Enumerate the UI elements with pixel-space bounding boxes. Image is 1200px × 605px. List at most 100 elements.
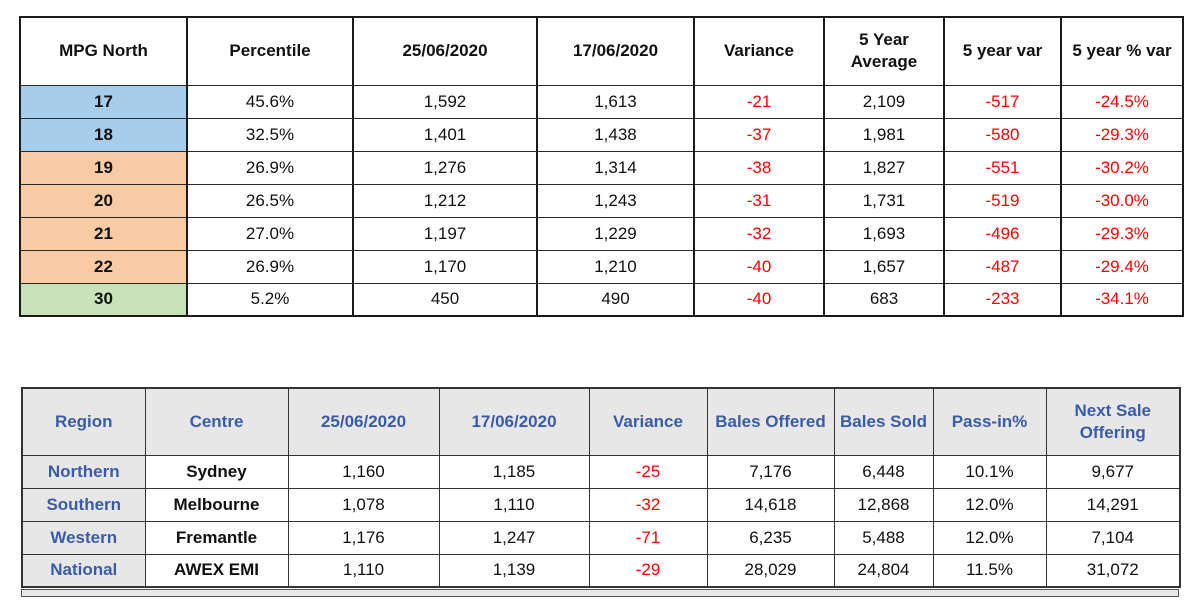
variance-cell: -496 <box>943 216 1062 251</box>
value-cell: 12.0% <box>932 520 1047 555</box>
column-header-5yr-pct-var: 5 year % var <box>1060 16 1184 86</box>
variance-cell: -29.4% <box>1060 249 1184 284</box>
variance-cell: -233 <box>943 282 1062 317</box>
table-row: Western Fremantle 1,176 1,247 -71 6,235 … <box>21 520 1181 555</box>
table-row: 18 32.5% 1,401 1,438 -37 1,981 -580 -29.… <box>19 117 1184 152</box>
value-cell: 10.1% <box>932 454 1047 489</box>
column-header-5yr-average: 5 Year Average <box>823 16 945 86</box>
header-row: Region Centre 25/06/2020 17/06/2020 Vari… <box>21 387 1181 456</box>
variance-cell: -29.3% <box>1060 117 1184 152</box>
variance-cell: -519 <box>943 183 1062 218</box>
column-header-pass-in: Pass-in% <box>932 387 1047 456</box>
variance-cell: -25 <box>588 454 708 489</box>
value-cell: 1,247 <box>438 520 590 555</box>
value-cell: 26.9% <box>186 249 354 284</box>
table-row: 22 26.9% 1,170 1,210 -40 1,657 -487 -29.… <box>19 249 1184 284</box>
partial-row-strip <box>21 589 1179 597</box>
value-cell: 1,110 <box>438 487 590 522</box>
table-row: 19 26.9% 1,276 1,314 -38 1,827 -551 -30.… <box>19 150 1184 185</box>
column-header-5yr-var: 5 year var <box>943 16 1062 86</box>
variance-cell: -31 <box>693 183 825 218</box>
table-row: National AWEX EMI 1,110 1,139 -29 28,029… <box>21 553 1181 588</box>
value-cell: 1,210 <box>536 249 695 284</box>
value-cell: 1,197 <box>352 216 538 251</box>
value-cell: 26.9% <box>186 150 354 185</box>
column-header-bales-sold: Bales Sold <box>833 387 934 456</box>
variance-cell: -580 <box>943 117 1062 152</box>
micron-grade-cell: 19 <box>19 150 188 185</box>
column-header-date-current: 25/06/2020 <box>287 387 440 456</box>
value-cell: 1,176 <box>287 520 440 555</box>
micron-grade-cell: 21 <box>19 216 188 251</box>
table-row: Southern Melbourne 1,078 1,110 -32 14,61… <box>21 487 1181 522</box>
value-cell: 1,078 <box>287 487 440 522</box>
value-cell: 1,185 <box>438 454 590 489</box>
column-header-centre: Centre <box>144 387 289 456</box>
value-cell: 1,160 <box>287 454 440 489</box>
variance-cell: -30.2% <box>1060 150 1184 185</box>
table-row: 21 27.0% 1,197 1,229 -32 1,693 -496 -29.… <box>19 216 1184 251</box>
variance-cell: -21 <box>693 84 825 119</box>
region-cell: Southern <box>21 487 146 522</box>
value-cell: 1,693 <box>823 216 945 251</box>
variance-cell: -32 <box>693 216 825 251</box>
column-header-variance: Variance <box>693 16 825 86</box>
value-cell: 1,170 <box>352 249 538 284</box>
column-header-percentile: Percentile <box>186 16 354 86</box>
value-cell: 7,176 <box>706 454 835 489</box>
value-cell: 11.5% <box>932 553 1047 588</box>
centre-cell: Melbourne <box>144 487 289 522</box>
value-cell: 45.6% <box>186 84 354 119</box>
value-cell: 28,029 <box>706 553 835 588</box>
variance-cell: -34.1% <box>1060 282 1184 317</box>
value-cell: 26.5% <box>186 183 354 218</box>
variance-cell: -517 <box>943 84 1062 119</box>
mpg-north-table: MPG North Percentile 25/06/2020 17/06/20… <box>19 16 1184 317</box>
value-cell: 1,401 <box>352 117 538 152</box>
value-cell: 6,235 <box>706 520 835 555</box>
variance-cell: -29 <box>588 553 708 588</box>
value-cell: 1,243 <box>536 183 695 218</box>
column-header-date-previous: 17/06/2020 <box>438 387 590 456</box>
variance-cell: -30.0% <box>1060 183 1184 218</box>
value-cell: 1,657 <box>823 249 945 284</box>
value-cell: 6,448 <box>833 454 934 489</box>
column-header-next-sale: Next Sale Offering <box>1045 387 1181 456</box>
value-cell: 9,677 <box>1045 454 1181 489</box>
variance-cell: -38 <box>693 150 825 185</box>
micron-grade-cell: 30 <box>19 282 188 317</box>
regional-sales-table: Region Centre 25/06/2020 17/06/2020 Vari… <box>21 387 1181 588</box>
micron-grade-cell: 22 <box>19 249 188 284</box>
value-cell: 5,488 <box>833 520 934 555</box>
variance-cell: -29.3% <box>1060 216 1184 251</box>
value-cell: 5.2% <box>186 282 354 317</box>
header-row: MPG North Percentile 25/06/2020 17/06/20… <box>19 16 1184 86</box>
variance-cell: -40 <box>693 282 825 317</box>
region-cell: National <box>21 553 146 588</box>
value-cell: 7,104 <box>1045 520 1181 555</box>
value-cell: 1,592 <box>352 84 538 119</box>
value-cell: 27.0% <box>186 216 354 251</box>
value-cell: 1,731 <box>823 183 945 218</box>
value-cell: 14,291 <box>1045 487 1181 522</box>
variance-cell: -71 <box>588 520 708 555</box>
value-cell: 14,618 <box>706 487 835 522</box>
value-cell: 1,438 <box>536 117 695 152</box>
variance-cell: -32 <box>588 487 708 522</box>
variance-cell: -24.5% <box>1060 84 1184 119</box>
value-cell: 1,613 <box>536 84 695 119</box>
value-cell: 1,314 <box>536 150 695 185</box>
value-cell: 450 <box>352 282 538 317</box>
value-cell: 1,139 <box>438 553 590 588</box>
centre-cell: Sydney <box>144 454 289 489</box>
variance-cell: -40 <box>693 249 825 284</box>
variance-cell: -551 <box>943 150 1062 185</box>
value-cell: 683 <box>823 282 945 317</box>
value-cell: 1,212 <box>352 183 538 218</box>
column-header-bales-offered: Bales Offered <box>706 387 835 456</box>
table-row: 30 5.2% 450 490 -40 683 -233 -34.1% <box>19 282 1184 317</box>
centre-cell: Fremantle <box>144 520 289 555</box>
value-cell: 1,827 <box>823 150 945 185</box>
value-cell: 1,276 <box>352 150 538 185</box>
column-header-date-previous: 17/06/2020 <box>536 16 695 86</box>
